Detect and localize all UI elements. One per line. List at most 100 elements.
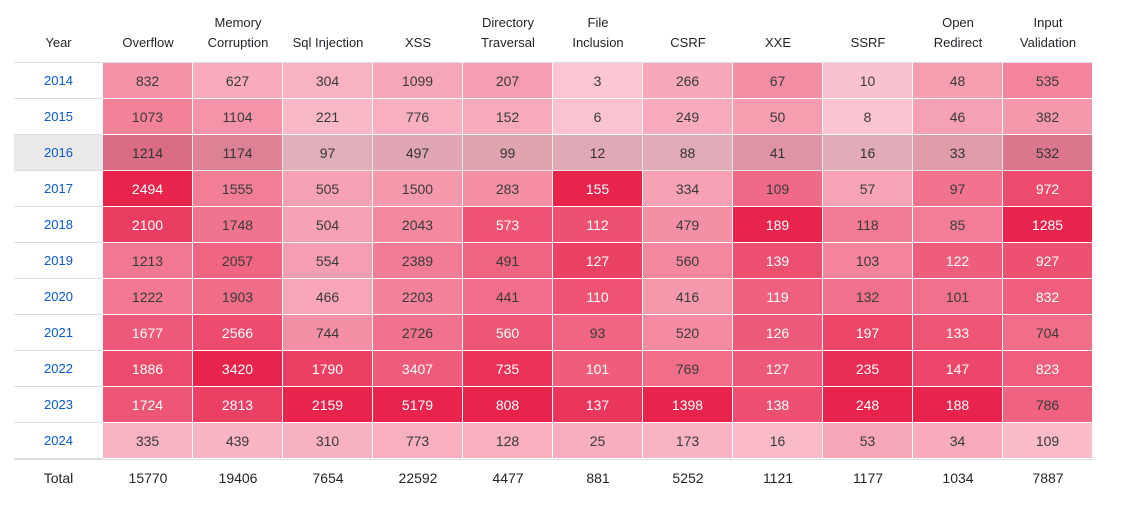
- column-header-line: Overflow: [122, 35, 174, 50]
- year-link[interactable]: 2016: [44, 145, 73, 160]
- column-header-line: Memory: [214, 15, 262, 30]
- heatmap-cell: 1222: [103, 279, 193, 315]
- total-label: Total: [14, 459, 103, 496]
- heatmap-cell: 1677: [103, 315, 193, 351]
- column-header-open-redirect: Open Redirect: [913, 12, 1003, 63]
- heatmap-cell: 133: [913, 315, 1003, 351]
- heatmap-cell: 505: [283, 171, 373, 207]
- year-link[interactable]: 2023: [44, 397, 73, 412]
- table-row: 2019 1213 2057 554 2389 491 127 560 139 103 122 927: [14, 243, 1093, 279]
- heatmap-cell: 97: [913, 171, 1003, 207]
- year-link[interactable]: 2019: [44, 253, 73, 268]
- total-value: 19406: [193, 459, 283, 496]
- heatmap-cell: 139: [733, 243, 823, 279]
- heatmap-cell: 85: [913, 207, 1003, 243]
- heatmap-cell: 1748: [193, 207, 283, 243]
- heatmap-cell: 137: [553, 387, 643, 423]
- total-value: 4477: [463, 459, 553, 496]
- heatmap-cell: 2203: [373, 279, 463, 315]
- heatmap-cell: 189: [733, 207, 823, 243]
- heatmap-cell: 127: [553, 243, 643, 279]
- heatmap-cell: 2100: [103, 207, 193, 243]
- year-link[interactable]: 2024: [44, 433, 73, 448]
- heatmap-cell: 128: [463, 423, 553, 459]
- heatmap-cell: 554: [283, 243, 373, 279]
- year-link[interactable]: 2020: [44, 289, 73, 304]
- heatmap-cell: 786: [1003, 387, 1093, 423]
- heatmap-cell: 776: [373, 99, 463, 135]
- heatmap-cell: 2389: [373, 243, 463, 279]
- heatmap-cell: 132: [823, 279, 913, 315]
- heatmap-cell: 48: [913, 63, 1003, 99]
- heatmap-cell: 16: [733, 423, 823, 459]
- table-body: 2014 832 627 304 1099 207 3 266 67 10 48 535 2015 107…: [14, 63, 1093, 459]
- column-header-directory-traversal: Directory Traversal: [463, 12, 553, 63]
- heatmap-cell: 1073: [103, 99, 193, 135]
- heatmap-cell: 1903: [193, 279, 283, 315]
- heatmap-cell: 147: [913, 351, 1003, 387]
- year-link[interactable]: 2021: [44, 325, 73, 340]
- heatmap-cell: 504: [283, 207, 373, 243]
- heatmap-cell: 441: [463, 279, 553, 315]
- total-value: 7887: [1003, 459, 1093, 496]
- heatmap-cell: 334: [643, 171, 733, 207]
- heatmap-cell: 535: [1003, 63, 1093, 99]
- column-header-line: Sql Injection: [292, 35, 364, 50]
- heatmap-cell: 97: [283, 135, 373, 171]
- table-row: 2020 1222 1903 466 2203 441 110 416 119 132 101 832: [14, 279, 1093, 315]
- heatmap-cell: 99: [463, 135, 553, 171]
- heatmap-cell: 103: [823, 243, 913, 279]
- total-value: 22592: [373, 459, 463, 496]
- heatmap-cell: 34: [913, 423, 1003, 459]
- heatmap-cell: 927: [1003, 243, 1093, 279]
- heatmap-cell: 832: [103, 63, 193, 99]
- heatmap-cell: 16: [823, 135, 913, 171]
- table-row: 2014 832 627 304 1099 207 3 266 67 10 48 535: [14, 63, 1093, 99]
- heatmap-cell: 1398: [643, 387, 733, 423]
- year-cell: 2024: [14, 423, 103, 459]
- column-header-input-validation: Input Validation: [1003, 12, 1093, 63]
- table-row: 2024 335 439 310 773 128 25 173 16 53 34 109: [14, 423, 1093, 459]
- heatmap-cell: 735: [463, 351, 553, 387]
- year-cell: 2015: [14, 99, 103, 135]
- heatmap-cell: 33: [913, 135, 1003, 171]
- heatmap-cell: 1724: [103, 387, 193, 423]
- heatmap-cell: 207: [463, 63, 553, 99]
- heatmap-cell: 1099: [373, 63, 463, 99]
- heatmap-cell: 10: [823, 63, 913, 99]
- total-value: 1121: [733, 459, 823, 496]
- table-row: 2021 1677 2566 744 2726 560 93 520 126 197 133 704: [14, 315, 1093, 351]
- year-link[interactable]: 2017: [44, 181, 73, 196]
- heatmap-cell: 773: [373, 423, 463, 459]
- heatmap-cell: 832: [1003, 279, 1093, 315]
- heatmap-cell: 560: [643, 243, 733, 279]
- heatmap-cell: 93: [553, 315, 643, 351]
- heatmap-cell: 1213: [103, 243, 193, 279]
- year-link[interactable]: 2022: [44, 361, 73, 376]
- year-cell: 2017: [14, 171, 103, 207]
- column-header-xss: XSS: [373, 12, 463, 63]
- heatmap-cell: 266: [643, 63, 733, 99]
- total-value: 5252: [643, 459, 733, 496]
- heatmap-cell: 310: [283, 423, 373, 459]
- table-row: 2017 2494 1555 505 1500 283 155 334 109 57 97 972: [14, 171, 1093, 207]
- heatmap-cell: 249: [643, 99, 733, 135]
- heatmap-cell: 2043: [373, 207, 463, 243]
- heatmap-cell: 57: [823, 171, 913, 207]
- total-value: 1177: [823, 459, 913, 496]
- heatmap-cell: 248: [823, 387, 913, 423]
- total-value: 1034: [913, 459, 1003, 496]
- year-link[interactable]: 2018: [44, 217, 73, 232]
- header-row: Year Overflow Memory Corruption Sql Injecti…: [14, 12, 1093, 63]
- year-link[interactable]: 2014: [44, 73, 73, 88]
- heatmap-cell: 126: [733, 315, 823, 351]
- heatmap-cell: 8: [823, 99, 913, 135]
- column-header-sql-injection: Sql Injection: [283, 12, 373, 63]
- heatmap-cell: 109: [733, 171, 823, 207]
- year-cell: 2014: [14, 63, 103, 99]
- heatmap-cell: 46: [913, 99, 1003, 135]
- heatmap-cell: 1790: [283, 351, 373, 387]
- heatmap-cell: 1555: [193, 171, 283, 207]
- column-header-line: XXE: [764, 35, 791, 50]
- year-link[interactable]: 2015: [44, 109, 73, 124]
